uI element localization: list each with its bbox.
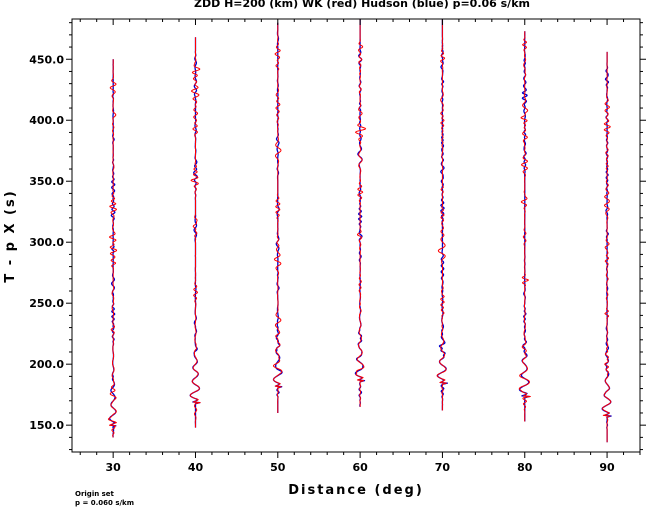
x-tick-label: 90 [599, 461, 615, 474]
y-tick-label: 350.0 [29, 175, 64, 188]
wk-trace-60 [355, 19, 367, 407]
y-tick-label: 150.0 [29, 419, 64, 432]
hudson-trace-40 [189, 37, 201, 428]
y-tick-label: 400.0 [29, 114, 64, 127]
x-tick-label: 40 [188, 461, 204, 474]
wk-trace-80 [518, 31, 531, 422]
footnote-rayparam: p = 0.060 s/km [75, 499, 134, 507]
traces-layer [107, 18, 612, 443]
plot-frame [71, 18, 641, 453]
wk-trace-50 [272, 22, 283, 413]
ticks-layer: 30 40 50 60 70 80 90 150.0 200.0 250.0 300.0 350.0 4… [29, 19, 646, 474]
wk-trace-90 [602, 51, 612, 443]
chart-title: ZDD H=200 (km) WK (red) Hudson (blue) p=… [194, 0, 530, 10]
y-tick-label: 250.0 [29, 297, 64, 310]
footnote-origin: Origin set [75, 490, 115, 498]
wk-trace-30 [107, 59, 118, 438]
y-tick-label: 300.0 [29, 236, 64, 249]
x-tick-label: 70 [435, 461, 451, 474]
x-tick-label: 30 [106, 461, 122, 474]
x-tick-label: 80 [517, 461, 533, 474]
y-axis-title: T - p X (s) [3, 189, 18, 282]
wk-trace-70 [436, 19, 447, 411]
y-tick-label: 200.0 [29, 358, 64, 371]
wk-series [107, 19, 612, 443]
x-axis-title: Distance (deg) [288, 483, 424, 498]
y-tick-label: 450.0 [29, 53, 64, 66]
x-tick-label: 50 [270, 461, 286, 474]
x-tick-label: 60 [352, 461, 368, 474]
hudson-trace-70 [436, 18, 449, 411]
wk-trace-40 [189, 37, 201, 428]
